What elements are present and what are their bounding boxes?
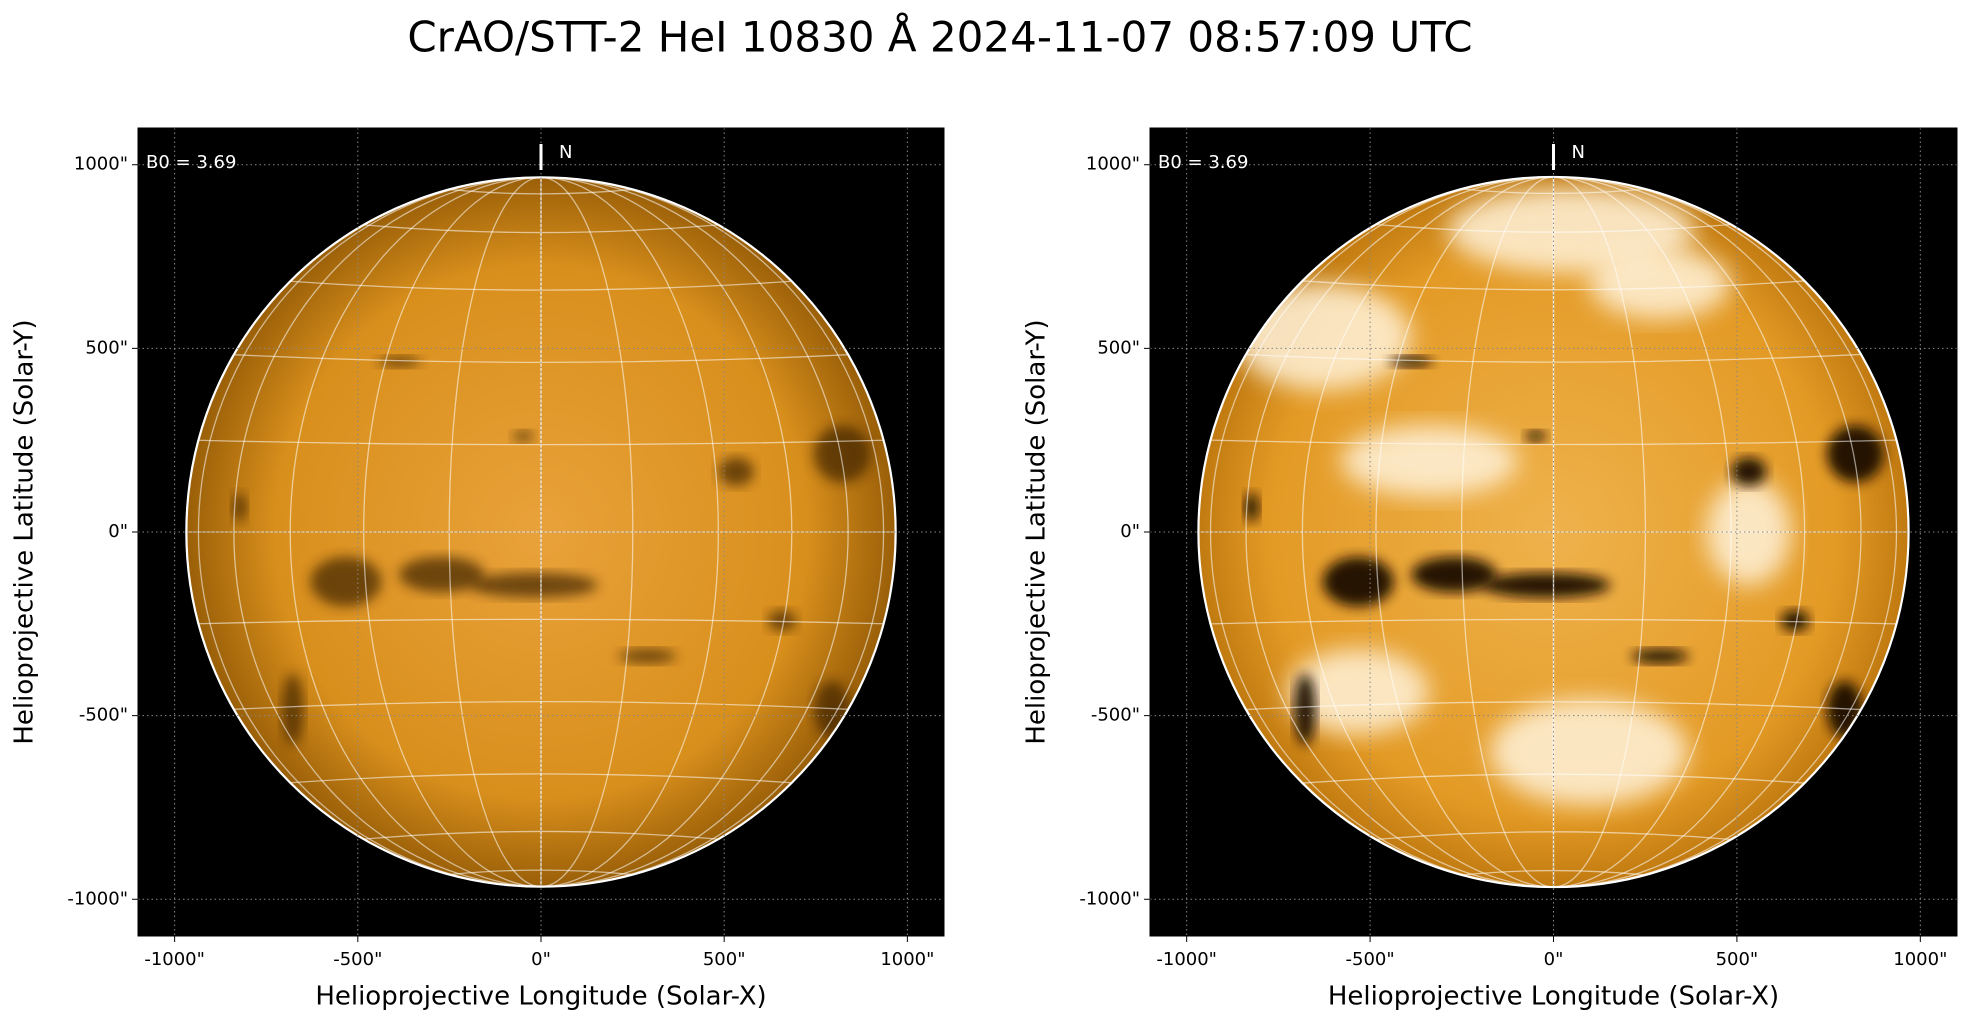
x-axis-label: Helioprojective Longitude (Solar-X) <box>1328 982 1779 1012</box>
filament <box>1294 674 1316 746</box>
annotation: B0 = 3.69 <box>146 152 236 173</box>
x-tick-label: 500" <box>1716 949 1759 970</box>
y-tick-label: 500" <box>1097 337 1140 358</box>
filament <box>1731 457 1767 486</box>
x-axis-label: Helioprojective Longitude (Solar-X) <box>315 982 766 1012</box>
filament <box>377 356 421 368</box>
filament <box>1411 556 1497 593</box>
parallel <box>198 439 884 446</box>
y-tick-label: -1000" <box>1079 888 1140 909</box>
annotation: B0 = 3.69 <box>1158 152 1248 173</box>
filament <box>282 673 304 745</box>
limb <box>185 176 897 888</box>
limb <box>1197 175 1910 889</box>
bright-region <box>1340 425 1518 497</box>
filament <box>470 572 598 598</box>
north-label: N <box>559 142 572 163</box>
axes-frame <box>137 127 945 937</box>
parallel <box>1245 701 1862 711</box>
filament <box>1482 572 1611 598</box>
parallel <box>1302 773 1805 784</box>
bright-region <box>1233 283 1412 390</box>
x-tick-label: -500" <box>1346 949 1395 970</box>
parallel <box>1210 439 1897 446</box>
parallel <box>1461 188 1646 195</box>
parallel <box>233 701 849 710</box>
filament <box>399 556 485 593</box>
axes-frame <box>1149 127 1958 937</box>
filament <box>619 649 676 664</box>
y-tick-label: 1000" <box>1086 154 1140 175</box>
filament <box>814 425 871 483</box>
y-axis-label: Helioprojective Latitude (Solar-Y) <box>1022 319 1052 744</box>
filament <box>767 610 797 632</box>
panel: -1000" -500" 0" 500" 1000" -1000" -500" 0" 500" 1… <box>1022 127 1958 1012</box>
panel: -1000" -500" 0" 500" 1000" -1000" -500" 0" 500" 1… <box>10 127 945 1012</box>
filament <box>1780 610 1810 632</box>
y-tick-label: -1000" <box>67 888 128 909</box>
x-tick-label: 1000" <box>880 949 934 970</box>
x-tick-label: 0" <box>531 949 551 970</box>
y-tick-label: -500" <box>1091 705 1140 726</box>
filament <box>1525 430 1547 442</box>
x-tick-label: -1000" <box>144 949 205 970</box>
parallel <box>449 188 633 195</box>
parallel <box>1302 280 1805 291</box>
filament <box>1322 556 1394 607</box>
y-tick-label: 0" <box>108 521 128 542</box>
parallel <box>290 773 792 784</box>
bright-region <box>1589 247 1732 319</box>
x-tick-label: 1000" <box>1893 949 1947 970</box>
bright-region <box>1489 698 1689 806</box>
filament <box>1826 425 1884 483</box>
x-tick-label: -1000" <box>1156 949 1217 970</box>
filament <box>310 556 382 607</box>
x-tick-label: 500" <box>703 949 746 970</box>
figure-title: CrAO/STT-2 HeI 10830 Å 2024-11-07 08:57:… <box>407 12 1472 62</box>
filament <box>1631 649 1689 664</box>
x-tick-label: 0" <box>1544 949 1564 970</box>
solar-disk <box>186 177 896 887</box>
filament <box>1390 356 1433 367</box>
filament <box>1244 492 1259 522</box>
x-tick-label: -500" <box>333 949 382 970</box>
filament <box>512 430 534 442</box>
y-tick-label: 1000" <box>74 154 128 175</box>
y-tick-label: -500" <box>79 705 128 726</box>
filament <box>232 492 247 522</box>
parallel <box>449 869 633 876</box>
y-axis-label: Helioprojective Latitude (Solar-Y) <box>10 319 40 744</box>
y-tick-label: 0" <box>1120 521 1140 542</box>
y-tick-label: 500" <box>85 337 128 358</box>
solar-disk <box>1198 176 1909 888</box>
filament <box>718 457 754 486</box>
parallel <box>1375 831 1732 841</box>
north-label: N <box>1572 142 1585 163</box>
